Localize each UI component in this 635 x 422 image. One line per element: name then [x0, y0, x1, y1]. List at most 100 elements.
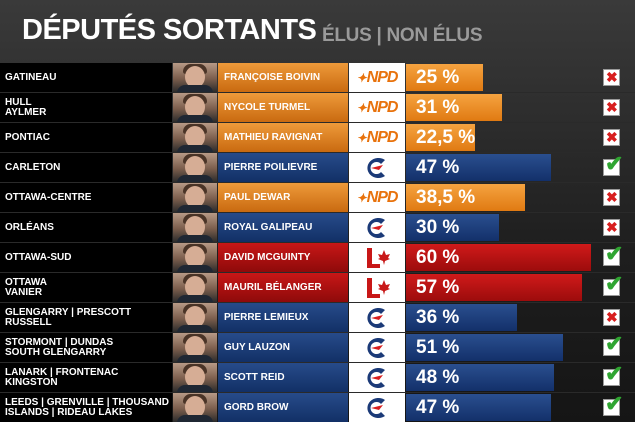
riding-label: PONTIAC: [5, 131, 50, 143]
checkmark-icon: ✔: [605, 271, 624, 296]
elected-checkbox: ✔: [603, 241, 623, 266]
vote-share-percent: 36 %: [416, 306, 460, 328]
riding-name: ORLÉANS: [0, 213, 172, 242]
candidate-name: PAUL DEWAR: [218, 183, 348, 212]
party-logo: ✦NPD: [349, 93, 405, 122]
conservative-logo-icon: [367, 337, 385, 358]
riding-label: GLENGARRY | PRESCOTT RUSSELL: [5, 306, 132, 328]
riding-label: OTTAWA-SUD: [5, 251, 72, 263]
results-list: GATINEAU FRANÇOISE BOIVIN ✦NPD 25 % ✖ HULL AY…: [0, 63, 635, 422]
elected-checkbox: ✔: [603, 361, 623, 386]
riding-label: STORMONT | DUNDAS SOUTH GLENGARRY: [5, 336, 114, 358]
checkmark-icon: ✔: [605, 241, 624, 266]
riding-name: HULL AYLMER: [0, 93, 172, 122]
riding-label: CARLETON: [5, 161, 61, 173]
photo-head: [185, 336, 205, 358]
riding-name: GATINEAU: [0, 63, 172, 92]
photo-head: [185, 126, 205, 148]
table-row: LANARK | FRONTENAC KINGSTON SCOTT REID 48 …: [0, 361, 635, 393]
elected-checkbox: ✔: [603, 271, 623, 296]
vote-share-bar: 47 %: [406, 394, 551, 421]
candidate-photo: [173, 333, 217, 362]
candidate-name: PIERRE LEMIEUX: [218, 303, 348, 332]
vote-share-percent: 25 %: [416, 66, 460, 88]
party-logo: [349, 243, 405, 272]
page-subtitle: ÉLUS | NON ÉLUS: [322, 25, 483, 46]
not-elected-checkbox: ✖: [603, 189, 620, 206]
candidate-photo: [173, 303, 217, 332]
table-row: PONTIAC MATHIEU RAVIGNAT ✦NPD 22,5 % ✖: [0, 123, 635, 153]
photo-head: [185, 96, 205, 118]
ndp-logo-icon: ✦NPD: [357, 68, 399, 87]
party-label: NPD: [366, 68, 399, 86]
vote-share-bar: 47 %: [406, 154, 551, 181]
photo-suit: [177, 145, 213, 152]
party-logo: ✦NPD: [349, 183, 405, 212]
conservative-logo-icon: [367, 367, 385, 388]
not-elected-checkbox: ✖: [603, 99, 620, 116]
table-row: LEEDS | GRENVILLE | THOUSAND ISLANDS | R…: [0, 391, 635, 422]
riding-label: ORLÉANS: [5, 221, 54, 233]
table-row: CARLETON PIERRE POILIEVRE 47 % ✔: [0, 151, 635, 183]
photo-suit: [177, 295, 213, 302]
x-mark-icon: ✖: [606, 219, 618, 235]
party-logo: ✦NPD: [349, 123, 405, 152]
table-row: GLENGARRY | PRESCOTT RUSSELL PIERRE LEMIE…: [0, 303, 635, 333]
checkmark-icon: ✔: [605, 331, 624, 356]
riding-label: LANARK | FRONTENAC KINGSTON: [5, 366, 119, 388]
x-mark-icon: ✖: [606, 189, 618, 205]
candidate-name: SCOTT REID: [218, 363, 348, 392]
vote-share-percent: 47 %: [416, 396, 460, 418]
liberal-logo-icon: [367, 277, 390, 298]
page-title: DÉPUTÉS SORTANTS: [22, 14, 317, 46]
candidate-name: MAURIL BÉLANGER: [218, 273, 348, 302]
candidate-label: ROYAL GALIPEAU: [224, 222, 313, 233]
maple-leaf-icon: ✦: [356, 100, 367, 115]
riding-name: CARLETON: [0, 153, 172, 182]
photo-head: [185, 396, 205, 418]
photo-suit: [177, 235, 213, 242]
elected-checkbox: ✔: [603, 331, 623, 356]
photo-suit: [177, 205, 213, 212]
candidate-label: PIERRE POILIEVRE: [224, 162, 318, 173]
candidate-photo: [173, 153, 217, 182]
photo-head: [185, 246, 205, 268]
vote-share-bar: 30 %: [406, 214, 499, 241]
photo-head: [185, 276, 205, 298]
checkmark-icon: ✔: [605, 361, 624, 386]
table-row: ORLÉANS ROYAL GALIPEAU 30 % ✖: [0, 213, 635, 243]
riding-name: LANARK | FRONTENAC KINGSTON: [0, 363, 172, 392]
vote-share-bar: 36 %: [406, 304, 517, 331]
candidate-photo: [173, 393, 217, 422]
ndp-logo-icon: ✦NPD: [357, 129, 399, 147]
x-mark-icon: ✖: [606, 129, 618, 145]
candidate-label: MATHIEU RAVIGNAT: [224, 132, 323, 143]
riding-name: PONTIAC: [0, 123, 172, 152]
riding-name: LEEDS | GRENVILLE | THOUSAND ISLANDS | R…: [0, 393, 172, 422]
table-row: HULL AYLMER NYCOLE TURMEL ✦NPD 31 % ✖: [0, 93, 635, 123]
x-mark-icon: ✖: [606, 69, 618, 85]
vote-share-bar: 31 %: [406, 94, 502, 121]
photo-suit: [177, 325, 213, 332]
table-row: OTTAWA-CENTRE PAUL DEWAR ✦NPD 38,5 % ✖: [0, 183, 635, 213]
candidate-photo: [173, 183, 217, 212]
vote-share-percent: 30 %: [416, 216, 460, 238]
checkmark-icon: ✔: [605, 391, 624, 416]
riding-label: OTTAWA VANIER: [5, 276, 48, 298]
party-logo: [349, 303, 405, 332]
riding-name: OTTAWA VANIER: [0, 273, 172, 302]
vote-share-percent: 48 %: [416, 366, 460, 388]
party-logo: [349, 393, 405, 422]
photo-suit: [177, 355, 213, 362]
riding-label: OTTAWA-CENTRE: [5, 191, 92, 203]
party-label: NPD: [366, 98, 399, 116]
riding-label: HULL AYLMER: [5, 96, 47, 118]
photo-suit: [177, 115, 213, 122]
vote-share-percent: 38,5 %: [416, 186, 476, 208]
candidate-name: GUY LAUZON: [218, 333, 348, 362]
riding-label: GATINEAU: [5, 71, 57, 83]
candidate-label: GORD BROW: [224, 402, 289, 413]
vote-share-percent: 47 %: [416, 156, 460, 178]
x-mark-icon: ✖: [606, 99, 618, 115]
table-row: GATINEAU FRANÇOISE BOIVIN ✦NPD 25 % ✖: [0, 63, 635, 93]
